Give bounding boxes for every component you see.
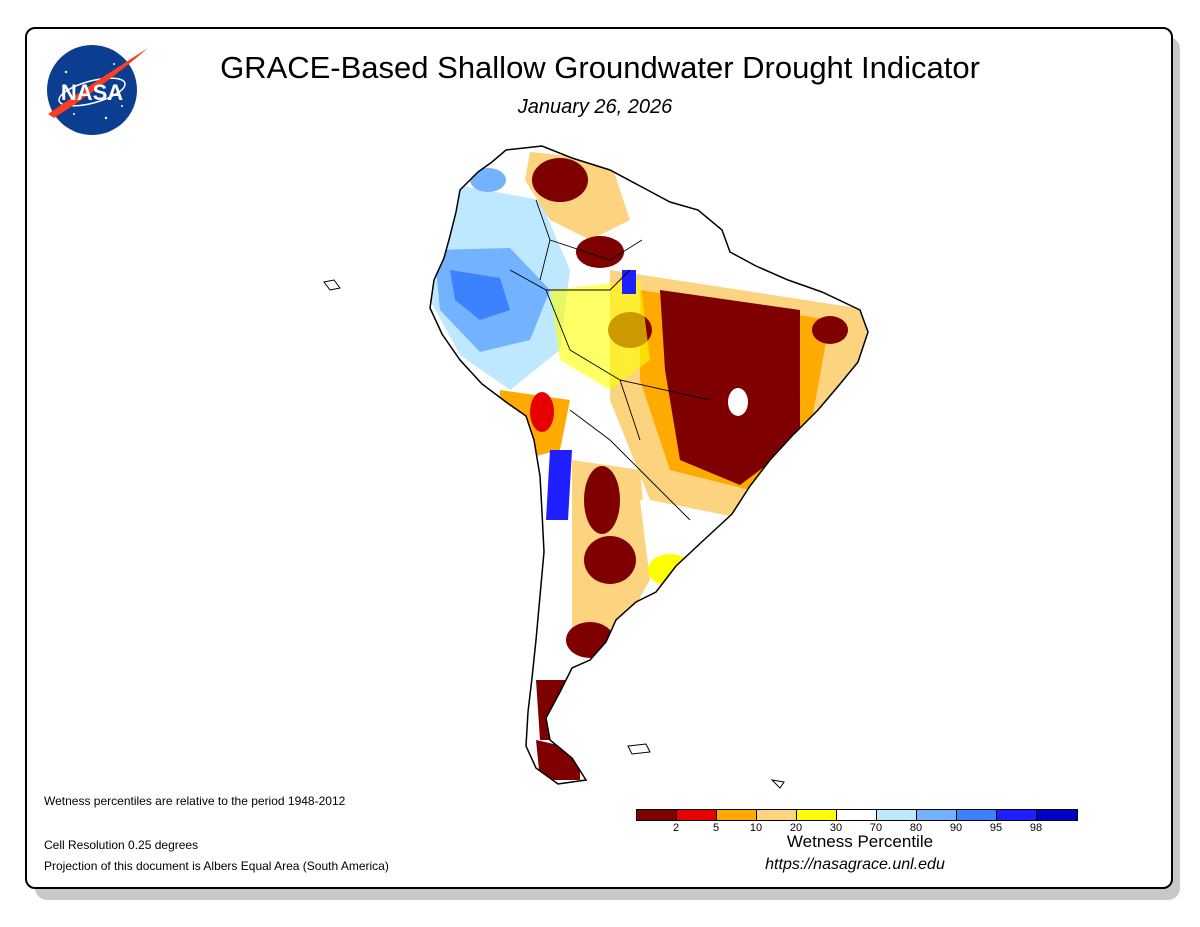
period-note: Wetness percentiles are relative to the …: [44, 794, 346, 808]
legend-swatch: [877, 810, 917, 820]
source-url[interactable]: https://nasagrace.unl.edu: [765, 856, 945, 873]
legend-swatch: [797, 810, 837, 820]
map-title: GRACE-Based Shallow Groundwater Drought …: [220, 50, 980, 85]
nasa-logo: NASA: [47, 45, 148, 135]
legend-tick-label: 90: [949, 822, 963, 834]
legend-tick-label: 20: [789, 822, 803, 834]
legend-swatch: [757, 810, 797, 820]
legend-swatch: [637, 810, 677, 820]
legend-swatch: [1037, 810, 1077, 820]
legend-tick-label: 2: [672, 822, 680, 834]
resolution-note: Cell Resolution 0.25 degrees: [44, 838, 199, 852]
logo-text: NASA: [61, 80, 123, 105]
legend-swatch: [837, 810, 877, 820]
legend-swatch: [717, 810, 757, 820]
legend-tick-label: 98: [1029, 822, 1043, 834]
legend-tick-label: 10: [749, 822, 763, 834]
south-america-map: [323, 145, 869, 789]
legend-tick-label: 70: [869, 822, 883, 834]
legend-swatch: [997, 810, 1037, 820]
legend-tick-label: 30: [829, 822, 843, 834]
legend-colorbar: [636, 809, 1078, 821]
legend-tick-label: 5: [712, 822, 720, 834]
legend-tick-label: 80: [909, 822, 923, 834]
legend-title: Wetness Percentile: [786, 832, 934, 851]
legend-swatch: [917, 810, 957, 820]
legend-tick-label: 95: [989, 822, 1003, 834]
map-date: January 26, 2026: [517, 96, 673, 118]
legend-swatch: [677, 810, 717, 820]
projection-note: Projection of this document is Albers Eq…: [44, 859, 389, 873]
legend-swatch: [957, 810, 997, 820]
